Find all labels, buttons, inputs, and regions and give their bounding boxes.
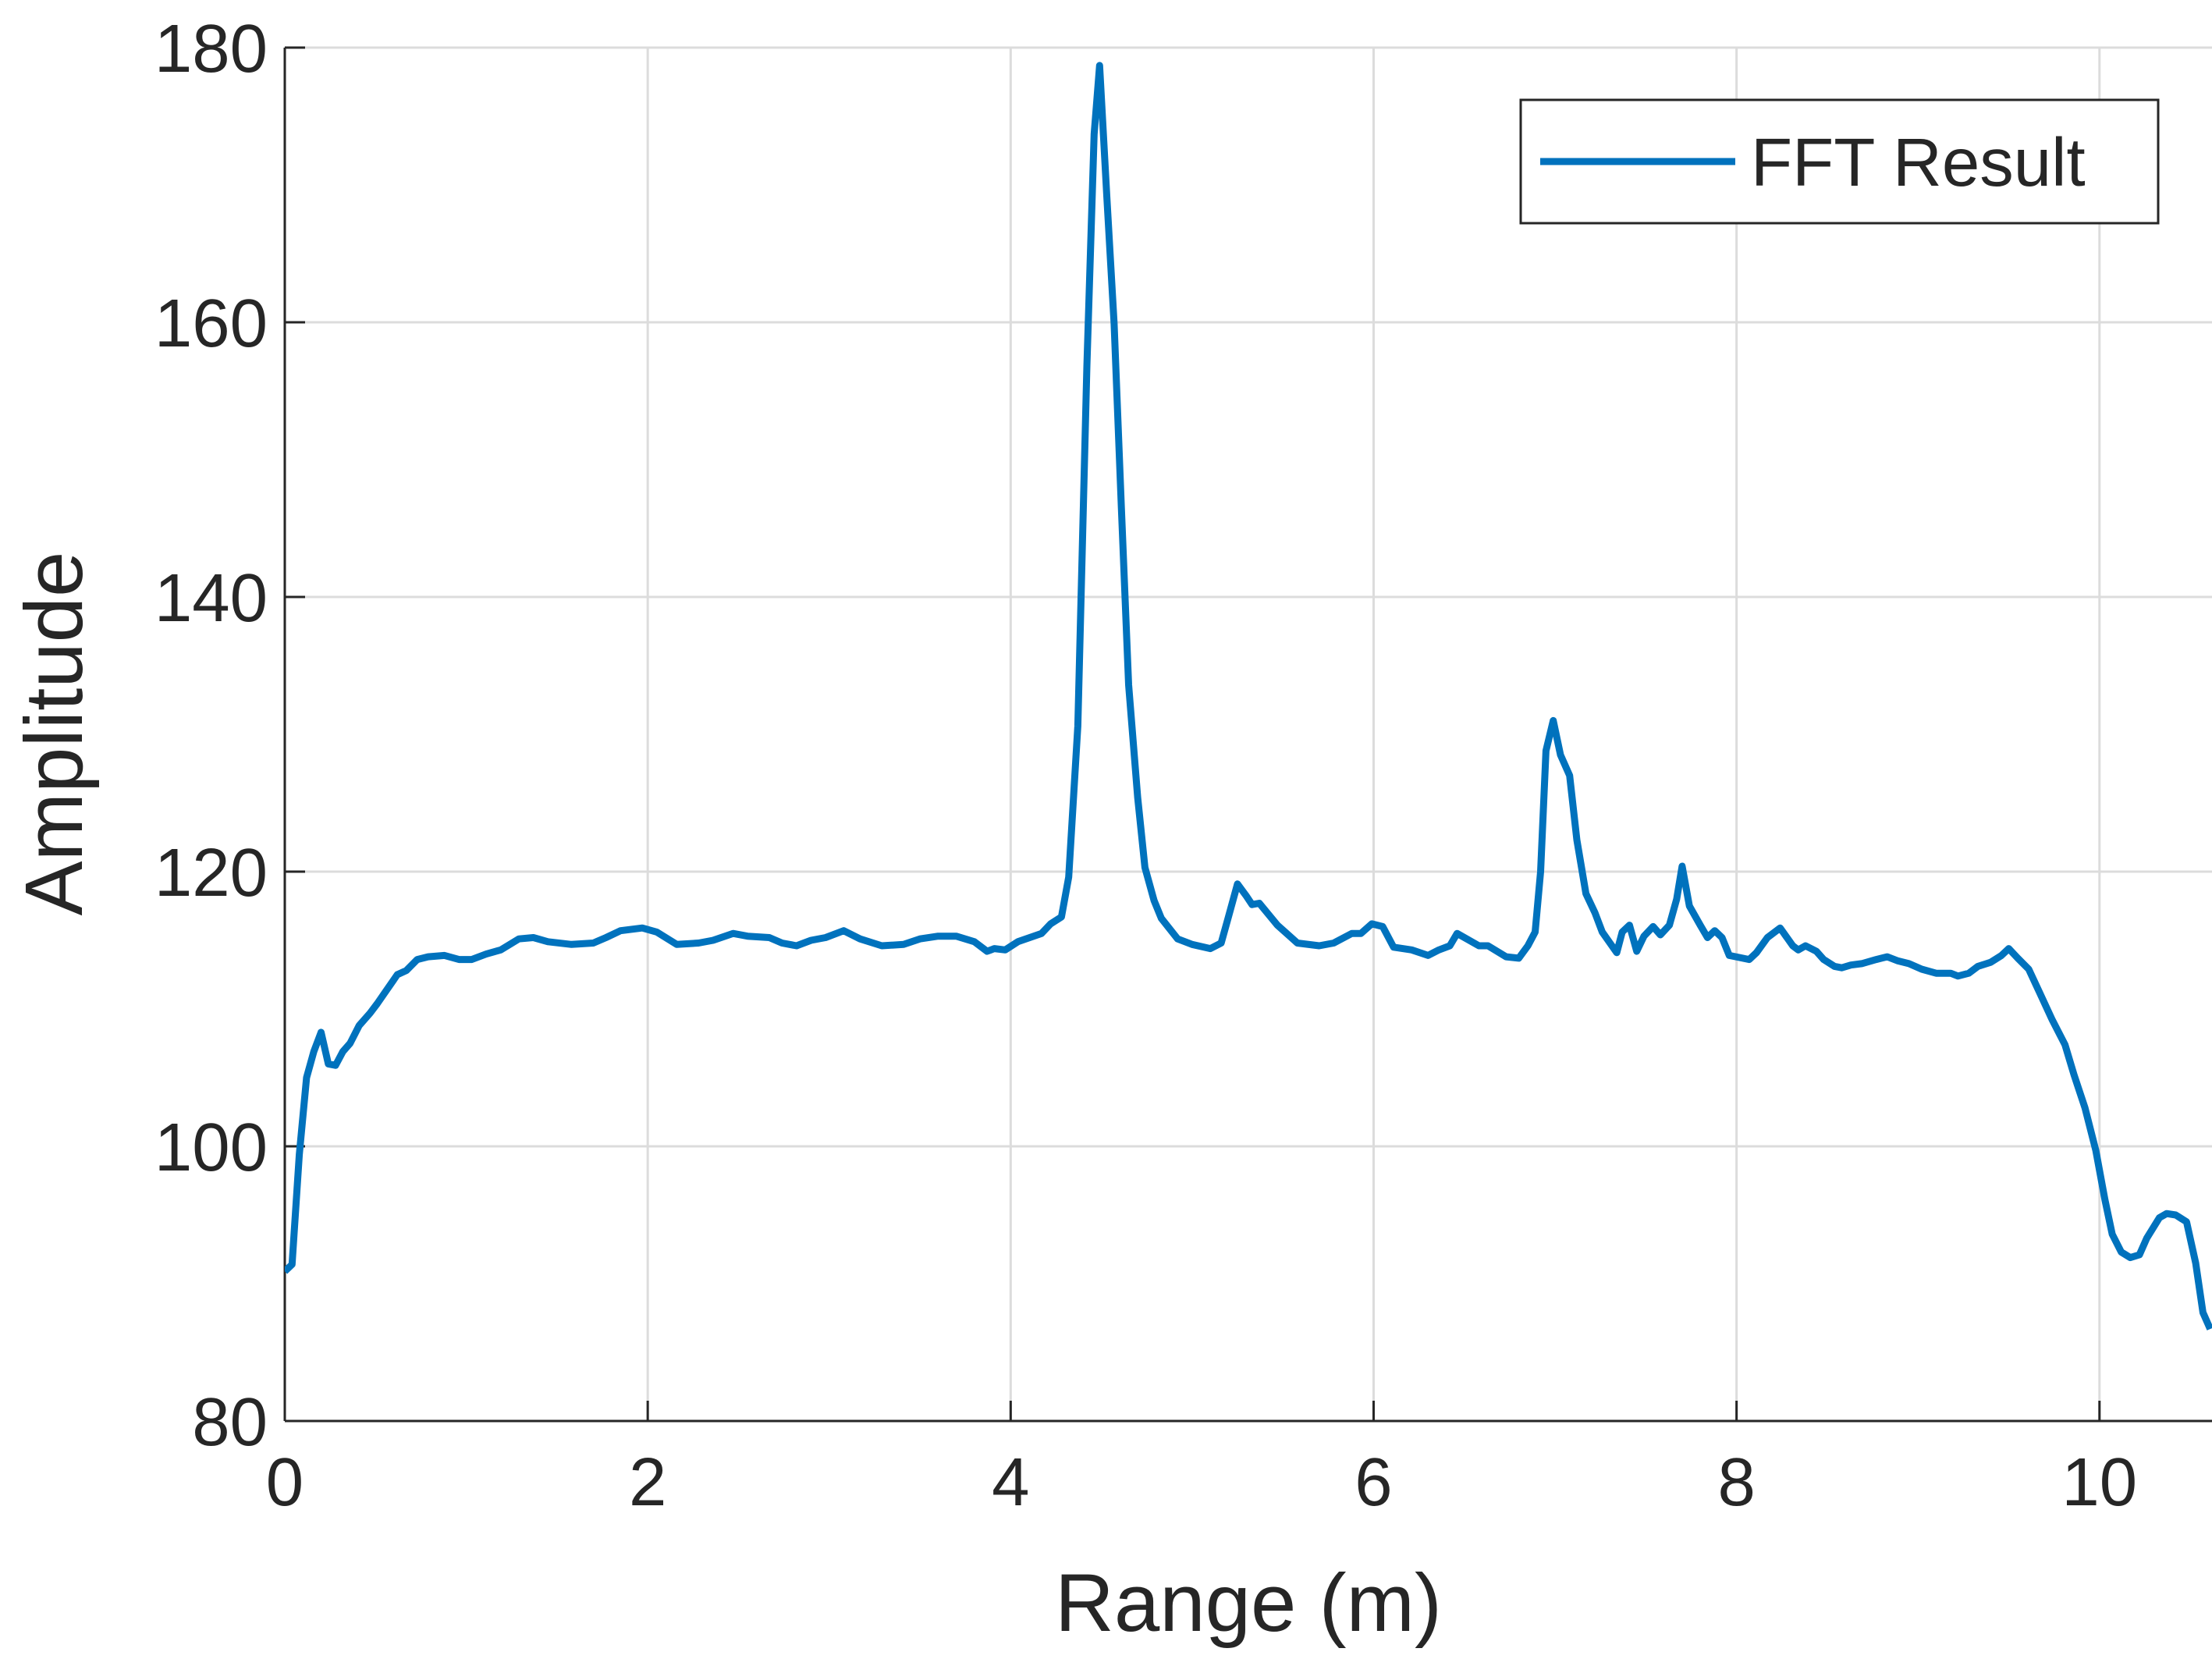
x-tick-label: 8 [1717,1444,1755,1520]
y-tick-label: 160 [154,286,268,361]
legend-label: FFT Result [1751,125,2086,201]
legend: FFT Result [1519,98,2160,225]
y-tick-label: 140 [154,560,268,636]
x-axis-label: Range (m) [1055,1558,1442,1649]
axes: 80 100 120 140 160 180 0 2 4 6 8 10 [154,11,2212,1520]
x-tick-label: 0 [266,1444,304,1520]
y-axis-label: Amplitude [9,552,100,916]
x-tick-label: 6 [1355,1444,1392,1520]
y-tick-label: 100 [154,1110,268,1185]
y-tick-label: 80 [192,1384,268,1460]
grid [283,46,2212,1423]
y-tick-label: 180 [154,11,268,87]
x-tick-label: 2 [629,1444,666,1520]
y-tick-label: 120 [154,835,268,911]
data-line [285,62,2212,1330]
plot-area [285,62,2212,1330]
x-tick-label: 10 [2061,1444,2137,1520]
x-tick-label: 4 [992,1444,1029,1520]
